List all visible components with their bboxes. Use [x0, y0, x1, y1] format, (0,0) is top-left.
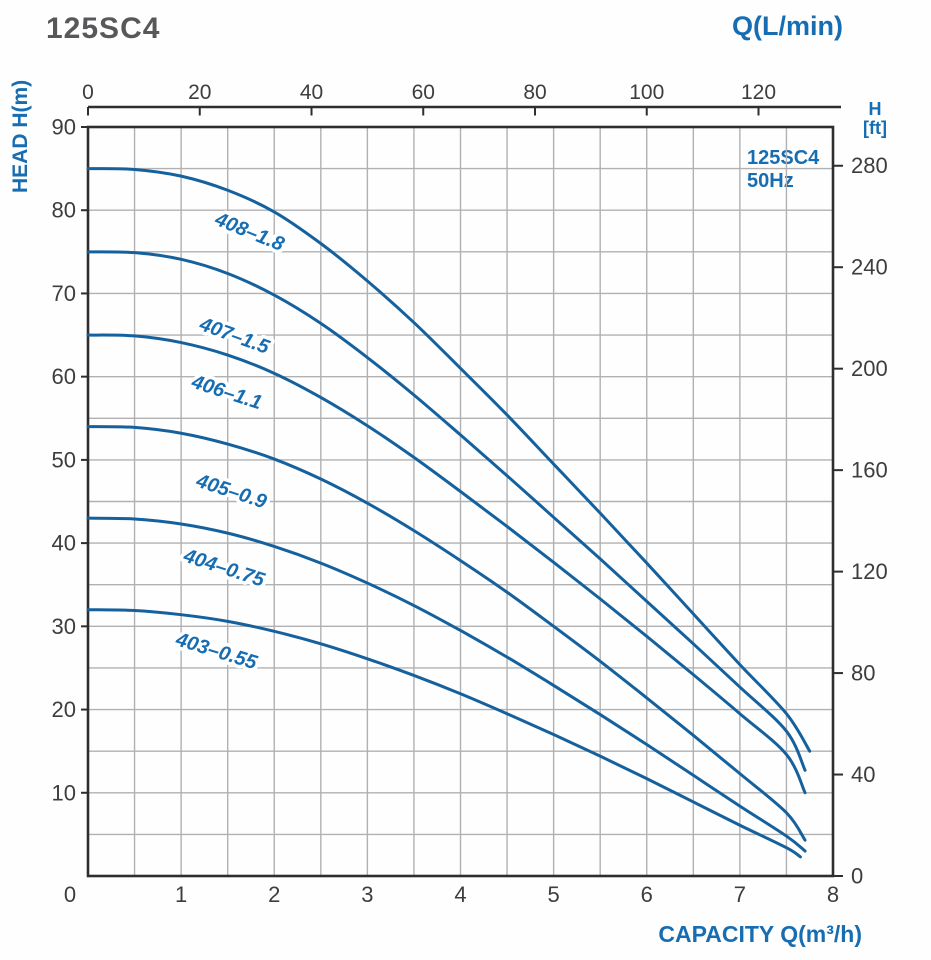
- right-axis-tick-label: 280: [851, 153, 888, 178]
- left-axis-tick-label: 90: [52, 115, 76, 140]
- right-axis-tick-label: 0: [851, 864, 863, 889]
- bottom-axis-tick-label: 2: [268, 882, 280, 907]
- page-title: 125SC4: [46, 12, 161, 45]
- left-axis-tick-label: 40: [52, 531, 76, 556]
- plot-frame: [86, 125, 835, 878]
- right-axis-tick-label: 200: [851, 356, 888, 381]
- right-axis-tick-label: 160: [851, 458, 888, 483]
- bottom-axis-title: CAPACITY Q(m³/h): [658, 921, 862, 947]
- top-axis-tick-label: 20: [188, 81, 211, 104]
- legend-model: 125SC4: [747, 147, 820, 169]
- origin-label: 0: [64, 882, 76, 907]
- right-axis-title-line2: [ft]: [863, 118, 887, 138]
- curve-404-0-75: [86, 516, 807, 853]
- curve-405-0-9: [86, 425, 807, 842]
- curve-label: 407–1.5: [196, 313, 273, 359]
- top-axis-tick-label: 100: [629, 81, 664, 104]
- curve-407-1-5: [86, 250, 807, 772]
- bottom-axis-tick-label: 1: [175, 882, 187, 907]
- chart-legend: 125SC4 50Hz: [747, 147, 819, 193]
- left-axis-tick-label: 50: [52, 447, 76, 472]
- bottom-axis-tick-label: 4: [454, 882, 466, 907]
- bottom-axis-tick-label: 3: [361, 882, 373, 907]
- curve-406-1-1: [86, 333, 807, 795]
- left-axis-tick-label: 60: [52, 364, 76, 389]
- right-axis-title-line1: H: [868, 99, 882, 119]
- right-axis-tick-label: 40: [851, 762, 875, 787]
- top-axis-tick-label: 0: [82, 81, 94, 104]
- legend-frequency: 50Hz: [747, 170, 794, 192]
- top-axis-tick-label: 120: [741, 81, 776, 104]
- left-axis-tick-label: 30: [52, 614, 76, 639]
- top-axis-tick-label: 40: [300, 81, 323, 104]
- right-axis-tick-label: 240: [851, 255, 888, 280]
- bottom-axis-tick-label: 7: [734, 882, 746, 907]
- curve-label: 405–0.9: [193, 470, 270, 514]
- left-axis-tick-label: 20: [52, 697, 76, 722]
- bottom-axis-tick-label: 6: [641, 882, 653, 907]
- top-axis-tick-label: 60: [412, 81, 435, 104]
- curve-408-1-8: [86, 167, 812, 753]
- left-axis-tick-label: 10: [52, 780, 76, 805]
- top-axis-tick-label: 80: [523, 81, 546, 104]
- curve-403-0-55: [86, 608, 802, 859]
- top-axis-title: Q(L/min): [732, 11, 843, 41]
- right-axis-tick-label: 80: [851, 661, 875, 686]
- left-axis-tick-label: 70: [52, 281, 76, 306]
- right-axis-title: H [ft]: [850, 100, 900, 138]
- curve-label: 408–1.8: [211, 208, 288, 256]
- right-axis-tick-label: 120: [851, 559, 888, 584]
- left-axis-tick-label: 80: [52, 198, 76, 223]
- bottom-axis-tick-label: 8: [827, 882, 839, 907]
- bottom-axis-tick-label: 5: [548, 882, 560, 907]
